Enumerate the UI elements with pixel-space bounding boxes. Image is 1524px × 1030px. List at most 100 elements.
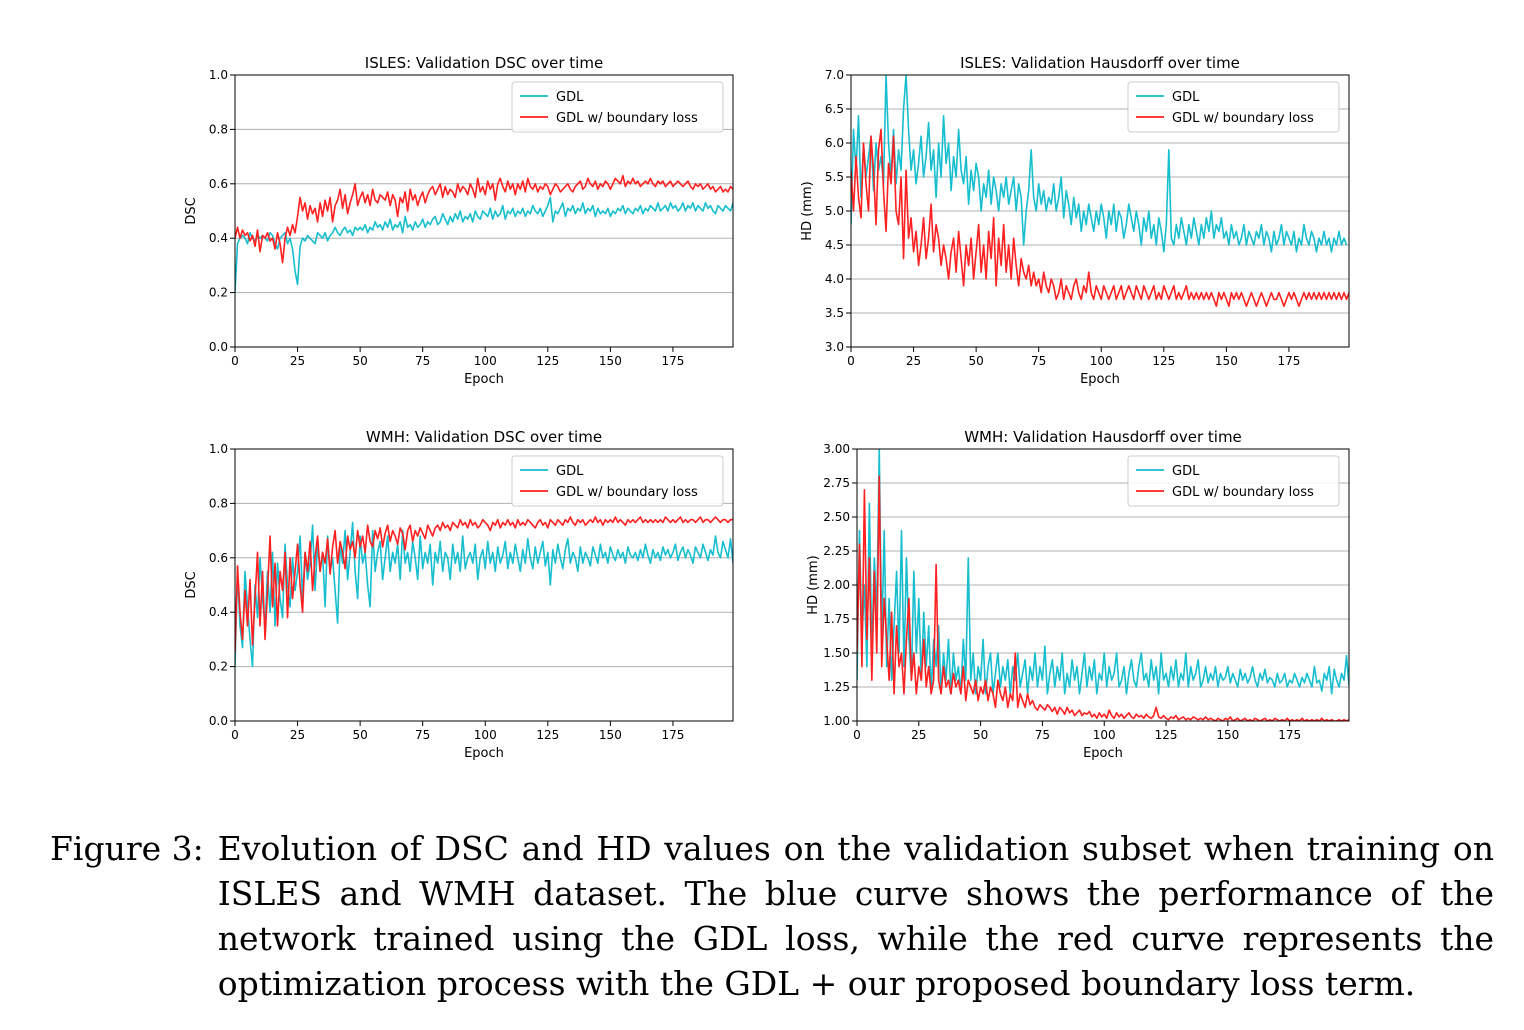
chart-title-isles-hd: ISLES: Validation Hausdorff over time	[960, 54, 1240, 72]
legend-box-wmh-dsc	[511, 455, 724, 507]
ytick-label-wmh-dsc-4: 0.8	[209, 496, 228, 510]
legend-wmh-dsc: GDL GDL w/ boundary loss	[511, 455, 724, 507]
xtick-label-wmh-hd-7: 175	[1278, 728, 1301, 742]
ytick-label-isles-hd-2: 4.0	[825, 272, 844, 286]
xtick-label-wmh-dsc-5: 125	[536, 728, 559, 742]
legend-label-wmh-hd-0: GDL	[1172, 464, 1200, 479]
plot-frame-wmh-dsc	[234, 448, 734, 722]
xtick-label-wmh-dsc-0: 0	[231, 728, 239, 742]
ytick-label-wmh-hd-8: 3.00	[823, 442, 850, 456]
ytick-label-isles-dsc-4: 0.8	[209, 122, 228, 136]
xtick-label-wmh-hd-6: 150	[1216, 728, 1239, 742]
series-line-isles-hd-gdl	[851, 75, 1348, 253]
legend-label-isles-hd-0: GDL	[1172, 90, 1200, 105]
xtick-label-isles-hd-7: 175	[1277, 354, 1300, 368]
legend-label-isles-hd-1: GDL w/ boundary loss	[1172, 111, 1314, 126]
ytick-label-wmh-hd-5: 2.25	[823, 544, 850, 558]
series-line-wmh-hd-gdl	[857, 449, 1349, 695]
xtick-label-isles-hd-1: 25	[906, 354, 921, 368]
xtick-label-wmh-hd-3: 75	[1035, 728, 1050, 742]
xtick-label-wmh-hd-5: 125	[1155, 728, 1178, 742]
legend-box-isles-hd	[1127, 81, 1340, 133]
xtick-label-wmh-dsc-3: 75	[415, 728, 430, 742]
series-line-wmh-hd-boundary	[857, 475, 1349, 721]
chart-isles-dsc: 0.0 0.2 0.4 0.6 0.8 1.0 0 25 50 75 100 125 150 175 ISL…	[184, 54, 734, 387]
xtick-label-wmh-dsc-7: 175	[661, 728, 684, 742]
xtick-label-isles-hd-0: 0	[847, 354, 855, 368]
series-line-isles-dsc-gdl	[235, 196, 733, 293]
legend-wmh-hd: GDL GDL w/ boundary loss	[1127, 455, 1340, 507]
ytick-label-wmh-dsc-5: 1.0	[209, 442, 228, 456]
xtick-label-wmh-dsc-4: 100	[474, 728, 497, 742]
ytick-label-isles-dsc-1: 0.2	[209, 286, 228, 300]
xtick-label-isles-dsc-3: 75	[415, 354, 430, 368]
ytick-label-isles-hd-5: 5.5	[825, 170, 844, 184]
chart-isles-hd: 3.0 3.5 4.0 4.5 5.0 5.5 6.0 6.5 7.0 0 25 50 75 100 125…	[800, 54, 1350, 387]
chart-title-wmh-hd: WMH: Validation Hausdorff over time	[964, 428, 1242, 446]
xtick-label-isles-dsc-2: 50	[352, 354, 367, 368]
series-line-isles-hd-boundary	[851, 128, 1349, 308]
ytick-label-wmh-hd-6: 2.50	[823, 510, 850, 524]
xtick-label-isles-dsc-4: 100	[474, 354, 497, 368]
y-axis-label-isles-hd: HD (mm)	[800, 181, 815, 240]
y-axis-label-wmh-hd: HD (mm)	[806, 555, 821, 614]
ytick-label-isles-hd-3: 4.5	[825, 238, 844, 252]
legend-label-wmh-dsc-1: GDL w/ boundary loss	[556, 485, 698, 500]
xtick-label-wmh-hd-2: 50	[973, 728, 988, 742]
chart-wmh-hd: 1.00 1.25 1.50 1.75 2.00 2.25 2.50 2.75 3.00 0 25 5…	[806, 428, 1350, 761]
ytick-label-isles-dsc-0: 0.0	[209, 340, 228, 354]
xtick-label-isles-dsc-5: 125	[536, 354, 559, 368]
x-axis-label-isles-dsc: Epoch	[464, 372, 504, 387]
chart-title-wmh-dsc: WMH: Validation DSC over time	[366, 428, 602, 446]
ytick-label-wmh-dsc-3: 0.6	[209, 551, 228, 565]
plot-frame-isles-dsc	[234, 74, 734, 348]
legend-isles-dsc: GDL GDL w/ boundary loss	[511, 81, 724, 133]
x-axis-label-wmh-dsc: Epoch	[464, 746, 504, 761]
xtick-label-wmh-hd-4: 100	[1093, 728, 1116, 742]
ytick-label-isles-dsc-5: 1.0	[209, 68, 228, 82]
ytick-label-isles-hd-1: 3.5	[825, 306, 844, 320]
ytick-label-wmh-hd-1: 1.25	[823, 680, 850, 694]
ytick-label-isles-hd-0: 3.0	[825, 340, 844, 354]
x-axis-label-wmh-hd: Epoch	[1083, 746, 1123, 761]
xtick-label-isles-hd-2: 50	[968, 354, 983, 368]
ytick-label-wmh-hd-4: 2.00	[823, 578, 850, 592]
xtick-label-isles-hd-5: 125	[1152, 354, 1175, 368]
xtick-label-isles-hd-6: 150	[1215, 354, 1238, 368]
caption-text: Evolution of DSC and HD values on the va…	[217, 829, 1494, 1003]
caption-label: Figure 3:	[50, 829, 204, 868]
xtick-label-isles-hd-3: 75	[1031, 354, 1046, 368]
ytick-label-isles-hd-6: 6.0	[825, 136, 844, 150]
legend-box-wmh-hd	[1127, 455, 1340, 507]
legend-label-wmh-hd-1: GDL w/ boundary loss	[1172, 485, 1314, 500]
y-axis-label-isles-dsc: DSC	[184, 197, 199, 224]
xtick-label-isles-dsc-0: 0	[231, 354, 239, 368]
legend-label-wmh-dsc-0: GDL	[556, 464, 584, 479]
legend-box-isles-dsc	[511, 81, 724, 133]
figure: 0.00.20.40.60.81.00 25 50 75 100 125 150 175ISL…	[184, 54, 1350, 761]
series-line-isles-dsc-boundary	[235, 174, 733, 264]
ytick-label-wmh-hd-7: 2.75	[823, 476, 850, 490]
xtick-label-wmh-hd-0: 0	[853, 728, 861, 742]
ytick-label-wmh-hd-2: 1.50	[823, 646, 850, 660]
ytick-label-isles-hd-8: 7.0	[825, 68, 844, 82]
ytick-label-wmh-hd-0: 1.00	[823, 714, 850, 728]
chart-title-isles-dsc: ISLES: Validation DSC over time	[365, 54, 603, 72]
x-axis-label-isles-hd: Epoch	[1080, 372, 1120, 387]
xtick-label-isles-dsc-6: 150	[599, 354, 622, 368]
series-line-wmh-dsc-boundary	[235, 516, 733, 654]
legend-isles-hd: GDL GDL w/ boundary loss	[1127, 81, 1340, 133]
xtick-label-wmh-dsc-1: 25	[290, 728, 305, 742]
ytick-label-wmh-dsc-0: 0.0	[209, 714, 228, 728]
ytick-label-wmh-dsc-2: 0.4	[209, 605, 228, 619]
ytick-label-wmh-hd-3: 1.75	[823, 612, 850, 626]
xtick-label-wmh-dsc-6: 150	[599, 728, 622, 742]
xtick-label-isles-dsc-7: 175	[661, 354, 684, 368]
xtick-label-isles-hd-4: 100	[1090, 354, 1113, 368]
xtick-label-isles-dsc-1: 25	[290, 354, 305, 368]
ytick-label-isles-hd-4: 5.0	[825, 204, 844, 218]
legend-label-isles-dsc-1: GDL w/ boundary loss	[556, 111, 698, 126]
ytick-label-isles-dsc-3: 0.6	[209, 177, 228, 191]
y-axis-label-wmh-dsc: DSC	[184, 571, 199, 598]
legend-label-isles-dsc-0: GDL	[556, 90, 584, 105]
